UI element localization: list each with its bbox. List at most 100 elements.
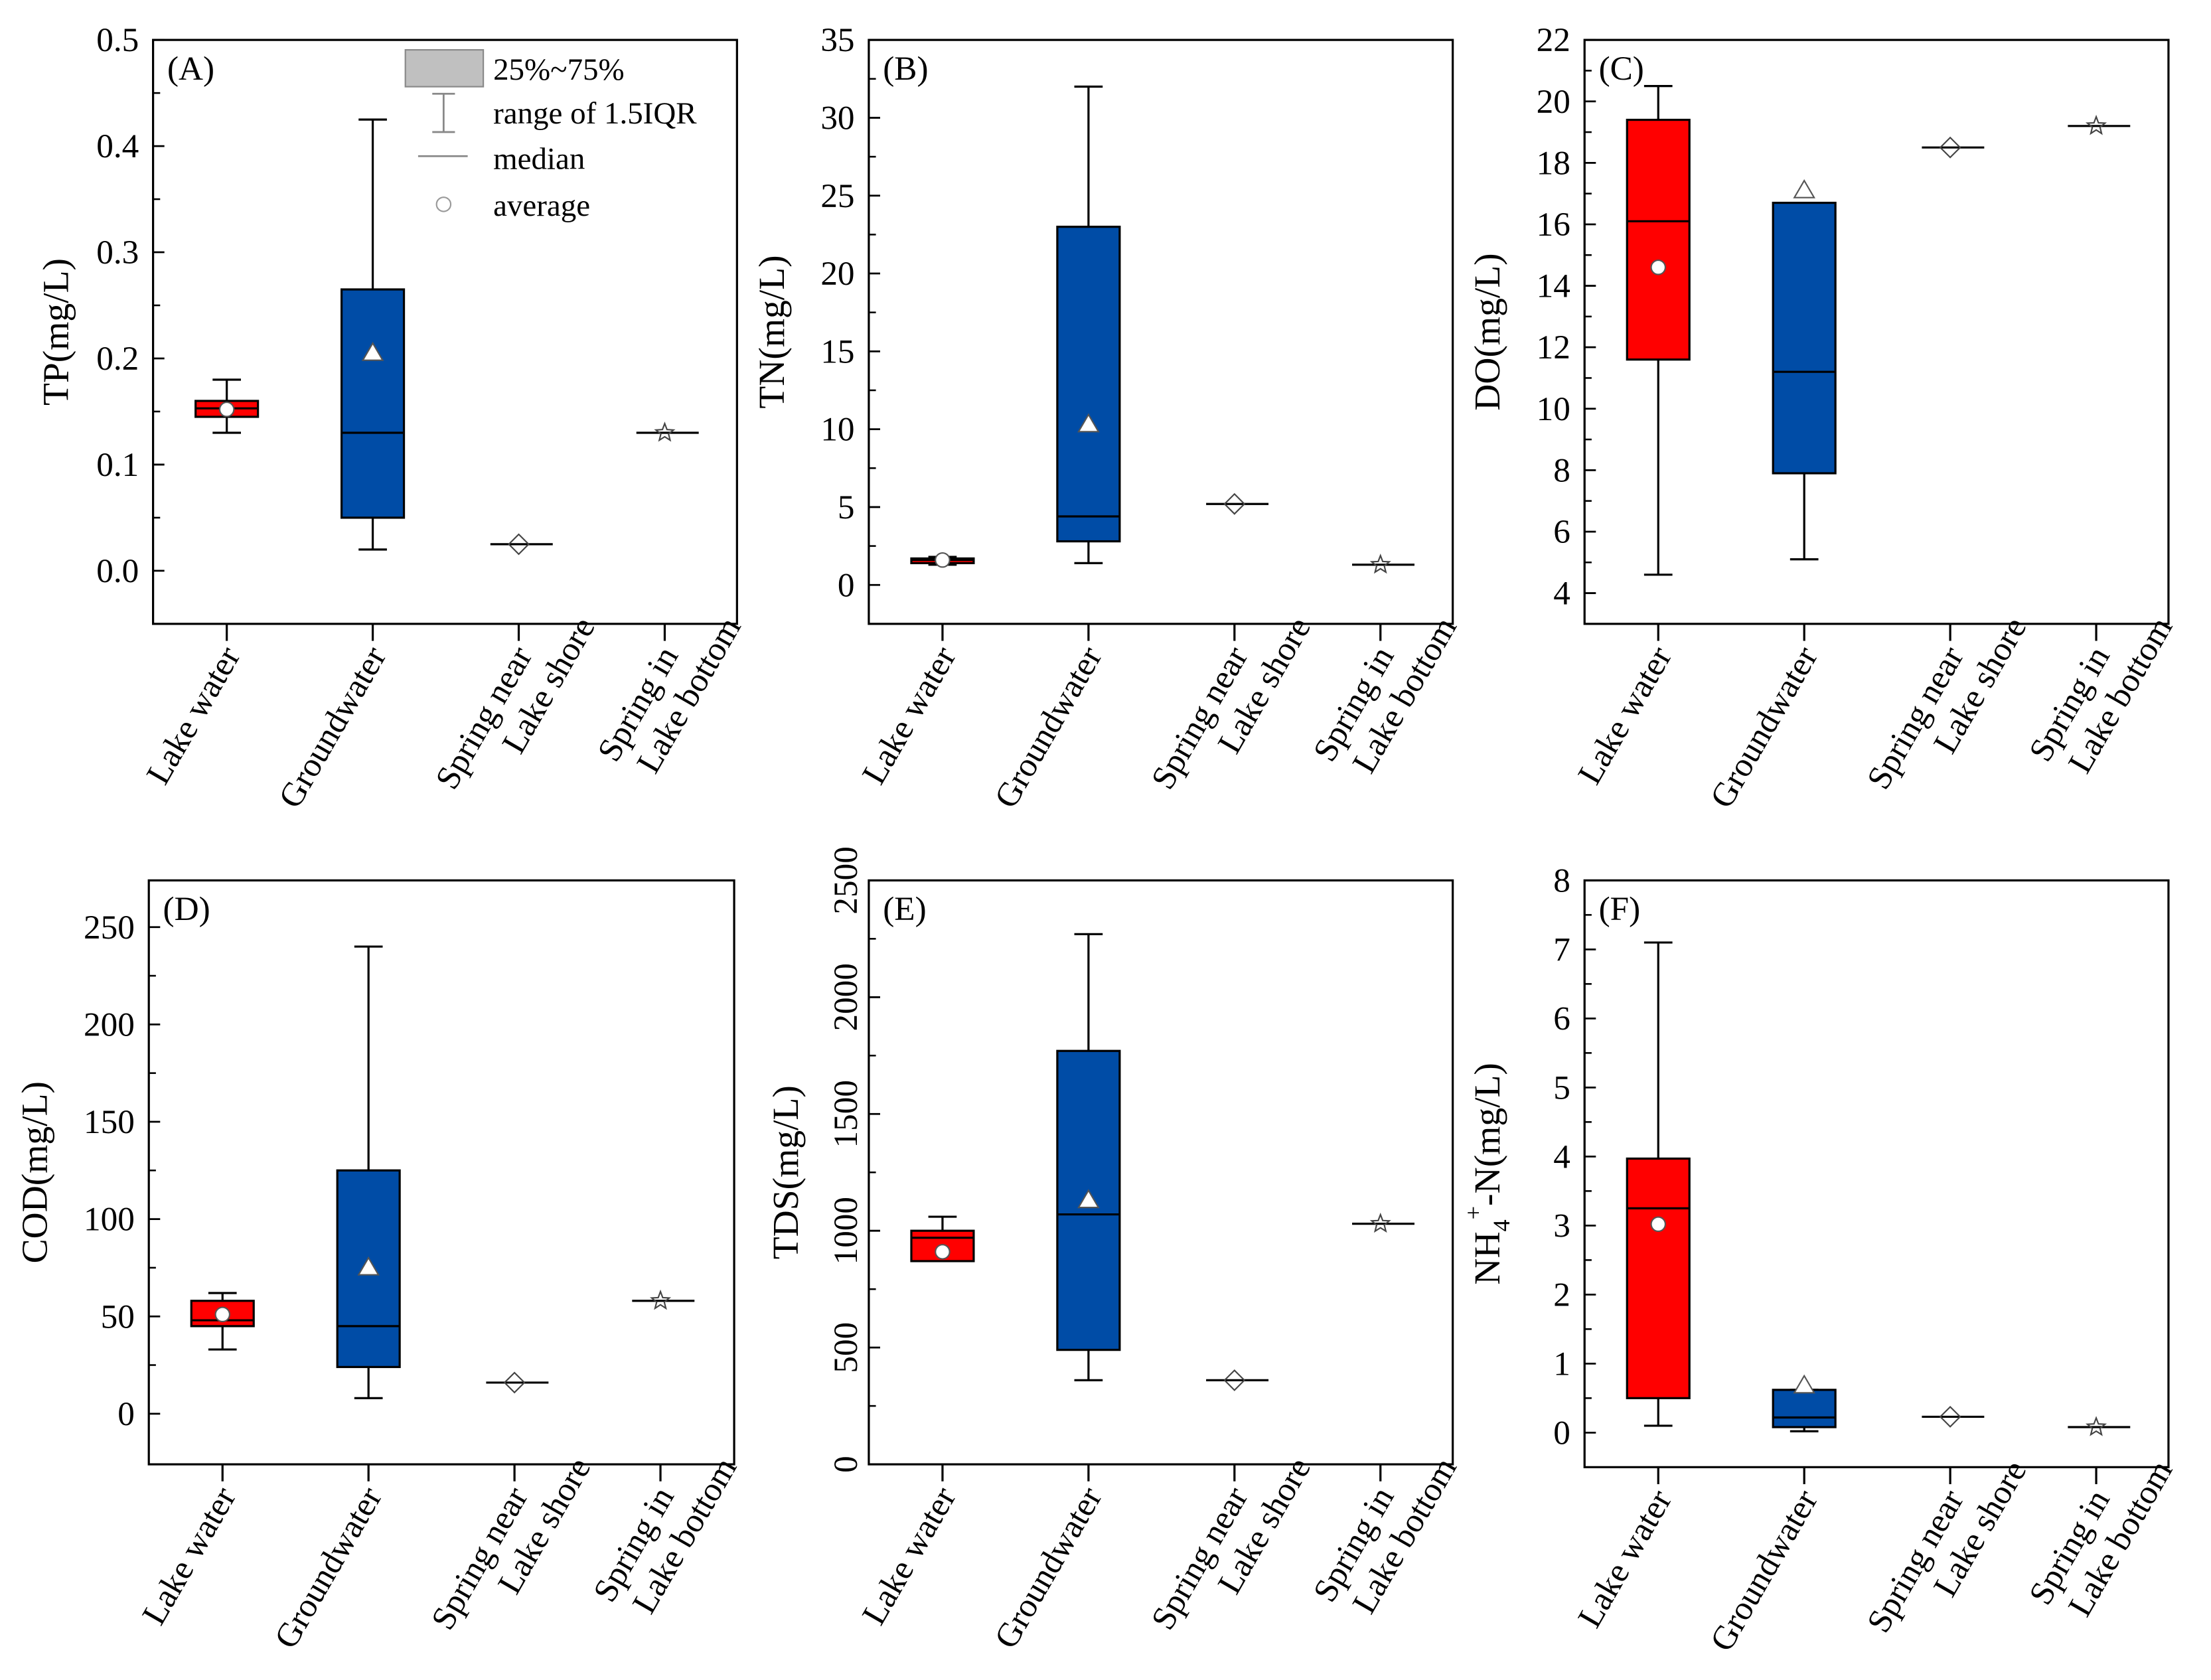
y-tick-label: 10 xyxy=(1537,390,1570,428)
y-tick-label: 500 xyxy=(827,1322,865,1373)
plot-frame xyxy=(1583,38,2170,625)
box-iqr xyxy=(340,288,406,519)
x-tick-label: Spring inLake bottom xyxy=(1306,591,1464,787)
y-axis-label: DO(mg/L) xyxy=(1468,253,1508,410)
panel-a: 0.0 0.1 0.2 0.3 0.4 0.5 TP(mg/L) (A) Lake water G… xyxy=(36,21,749,814)
mean-marker-star xyxy=(654,421,676,442)
y-tick-label: 0.5 xyxy=(96,21,139,59)
panel-label: (D) xyxy=(163,890,210,928)
mean-marker-circle xyxy=(1650,260,1666,275)
mean-marker-triangle xyxy=(1077,413,1100,433)
mean-marker-triangle xyxy=(1077,1189,1100,1209)
x-tick-label: Spring inLake bottom xyxy=(2022,1434,2180,1631)
plot-frame xyxy=(152,38,738,625)
x-tick-label-line: Lake water xyxy=(139,640,248,791)
y-tick-label: 0.4 xyxy=(96,127,139,165)
y-tick-label: 0.3 xyxy=(96,234,139,271)
mean-marker-circle xyxy=(218,402,235,418)
y-tick-label: 4 xyxy=(1553,1138,1570,1176)
x-tick-label-line: Lake water xyxy=(1570,640,1679,791)
y-tick-label: 2 xyxy=(1553,1276,1570,1314)
mean-marker-star xyxy=(1369,1212,1391,1233)
x-tick-label-line: Lake water xyxy=(135,1481,244,1632)
x-tick-label-line: Groundwater xyxy=(1703,640,1825,814)
x-tick-label-line: Groundwater xyxy=(987,1481,1110,1655)
y-tick-label: 1500 xyxy=(827,1080,865,1148)
mean-marker-diamond xyxy=(1939,1405,1961,1428)
y-tick-label: 8 xyxy=(1553,451,1570,489)
y-tick-label: 0 xyxy=(1553,1414,1570,1452)
y-tick-label: 0.2 xyxy=(96,340,139,378)
x-tick-label: Lake water xyxy=(135,1481,244,1632)
panel-b: 0 5 10 15 20 25 30 35 TN(mg/L) (B) Lake water Groun… xyxy=(752,21,1464,814)
mean-marker-circle xyxy=(1650,1216,1666,1233)
box-iqr xyxy=(1772,201,1837,475)
legend-label-whisker: range of 1.5IQR xyxy=(493,96,697,131)
y-tick-label: 100 xyxy=(84,1201,135,1239)
y-tick-label: 0.0 xyxy=(96,552,139,590)
y-tick-label: 25 xyxy=(820,177,854,215)
x-tick-label: Groundwater xyxy=(1703,640,1825,814)
mean-marker-star xyxy=(2085,1416,2107,1436)
y-tick-label: 1 xyxy=(1553,1345,1570,1383)
x-tick-label: Lake water xyxy=(1570,640,1679,791)
mean-marker-star xyxy=(1369,553,1391,574)
y-tick-label: 200 xyxy=(84,1006,135,1043)
x-tick-label-line: Groundwater xyxy=(271,640,394,814)
y-tick-label: 18 xyxy=(1537,144,1570,182)
panel-c: 4 6 8 10 12 14 16 18 20 22 DO(mg/L) (C) Lake water Gr… xyxy=(1468,21,2180,814)
legend-box-swatch xyxy=(404,49,485,88)
y-tick-label: 0 xyxy=(827,1456,865,1473)
x-tick-label-line: Lake water xyxy=(1570,1484,1679,1634)
legend: 25%~75% range of 1.5IQR median average xyxy=(404,49,697,223)
panel-label: (E) xyxy=(883,890,926,928)
x-tick-label-line: Groundwater xyxy=(987,640,1110,814)
y-tick-label: 4 xyxy=(1553,575,1570,613)
legend-average-swatch xyxy=(435,196,452,212)
y-tick-label: 50 xyxy=(101,1298,135,1336)
y-tick-label: 20 xyxy=(1537,83,1570,121)
x-tick-label: Spring inLake bottom xyxy=(590,591,749,787)
y-tick-label: 35 xyxy=(820,21,854,59)
y-tick-label: 7 xyxy=(1553,931,1570,968)
panel-d: 0 50 100 150 200 250 COD(mg/L) (D) Lake water Gro… xyxy=(15,879,745,1655)
y-label-part: NH xyxy=(1468,1231,1508,1284)
x-tick-label: Spring inLake bottom xyxy=(586,1431,745,1628)
y-axis-label: NH4+-N(mg/L) xyxy=(1460,1063,1515,1285)
mean-marker-diamond xyxy=(503,1371,526,1394)
mean-marker-triangle xyxy=(361,341,384,361)
panel-label: (A) xyxy=(167,50,214,88)
mean-marker-diamond xyxy=(1223,1369,1246,1391)
y-axis-label: COD(mg/L) xyxy=(15,1081,55,1263)
y-tick-label: 6 xyxy=(1553,513,1570,551)
y-tick-label: 0 xyxy=(838,566,855,604)
y-tick-label: 15 xyxy=(820,333,854,370)
panel-label: (F) xyxy=(1599,890,1641,928)
x-tick-label: Lake water xyxy=(1570,1484,1679,1634)
mean-marker-triangle xyxy=(357,1256,380,1276)
y-tick-label: 1000 xyxy=(827,1197,865,1264)
mean-marker-diamond xyxy=(1939,136,1961,159)
box-iqr xyxy=(1626,118,1691,361)
x-tick-label: Lake water xyxy=(855,1481,964,1632)
mean-marker-circle xyxy=(935,552,951,568)
box-iqr xyxy=(1056,226,1121,543)
x-tick-label: Groundwater xyxy=(1703,1484,1825,1658)
y-tick-label: 10 xyxy=(820,411,854,449)
plot-frame xyxy=(147,879,735,1466)
y-tick-label: 5 xyxy=(1553,1069,1570,1107)
x-tick-label: Groundwater xyxy=(987,640,1110,814)
x-tick-label-line: Lake water xyxy=(855,1481,964,1632)
mean-marker-star xyxy=(649,1289,672,1310)
x-tick-label: Groundwater xyxy=(267,1481,390,1655)
y-tick-label: 8 xyxy=(1553,862,1570,899)
mean-marker-circle xyxy=(935,1244,951,1260)
y-tick-label: 0.1 xyxy=(96,446,139,484)
y-tick-label: 250 xyxy=(84,909,135,947)
x-tick-label-line: Groundwater xyxy=(1703,1484,1825,1658)
y-tick-label: 150 xyxy=(84,1103,135,1141)
y-tick-label: 2000 xyxy=(827,963,865,1031)
y-tick-label: 30 xyxy=(820,100,854,137)
legend-label-median: median xyxy=(493,141,585,176)
